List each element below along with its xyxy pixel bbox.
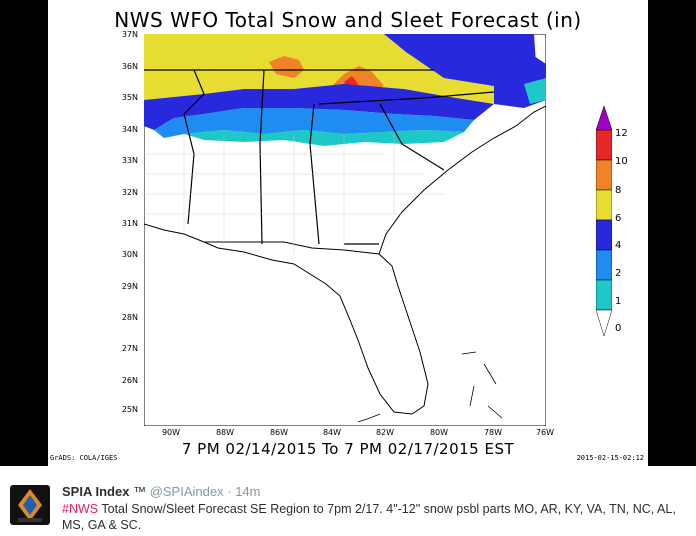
legend-swatch-2 bbox=[596, 249, 612, 281]
lat-label: 37N bbox=[121, 30, 138, 39]
legend-colorbar bbox=[596, 106, 612, 337]
right-black-bar bbox=[648, 0, 696, 466]
lon-label: 76W bbox=[535, 428, 555, 437]
tweet-body-text: Total Snow/Sleet Forecast SE Region to 7… bbox=[62, 502, 676, 532]
lat-label: 29N bbox=[121, 282, 138, 291]
snow-band-red bbox=[344, 76, 358, 92]
east-coastline bbox=[378, 105, 546, 255]
lat-label: 28N bbox=[121, 313, 138, 322]
lat-label: 33N bbox=[121, 156, 138, 165]
legend-swatch-8 bbox=[596, 159, 612, 191]
lon-label: 80W bbox=[429, 428, 449, 437]
legend-swatch-12 bbox=[596, 106, 612, 131]
map-timestamp: 2015-02-15-02:12 bbox=[576, 454, 644, 462]
snow-band-cyan-coast bbox=[524, 78, 546, 104]
lat-label: 27N bbox=[121, 344, 138, 353]
legend-swatch-4 bbox=[596, 219, 612, 251]
avatar[interactable] bbox=[10, 485, 50, 525]
legend-swatch-0 bbox=[596, 309, 612, 337]
tweet[interactable] bbox=[0, 466, 696, 536]
bahamas-islands bbox=[461, 351, 503, 419]
tweet-time[interactable]: 14m bbox=[235, 484, 261, 499]
legend-label: 4 bbox=[615, 240, 622, 251]
lat-label: 30N bbox=[121, 250, 138, 259]
legend-swatch-6 bbox=[596, 189, 612, 221]
county-grid bbox=[144, 134, 444, 254]
state-borders bbox=[144, 69, 495, 245]
legend-label: 12 bbox=[615, 128, 628, 139]
legend-swatch-1 bbox=[596, 279, 612, 311]
snow-map-graphic bbox=[144, 34, 546, 426]
grads-credit: GrADS: COLA/IGES bbox=[50, 454, 118, 462]
legend-label: 0 bbox=[615, 323, 622, 334]
lat-label: 36N bbox=[121, 62, 138, 71]
lat-label: 25N bbox=[121, 405, 138, 414]
legend-label: 1 bbox=[615, 296, 622, 307]
snow-band-orange-2 bbox=[269, 56, 304, 78]
tweet-text: #NWS Total Snow/Sleet Forecast SE Region… bbox=[62, 501, 688, 533]
lat-label: 35N bbox=[121, 93, 138, 102]
left-black-bar bbox=[0, 0, 48, 466]
tweet-author-name[interactable]: SPIA Index bbox=[62, 484, 130, 499]
legend-swatch-10 bbox=[596, 129, 612, 161]
tweet-author-handle[interactable]: @SPIAindex bbox=[149, 484, 224, 499]
spia-logo-icon bbox=[18, 489, 42, 522]
lon-label: 84W bbox=[322, 428, 342, 437]
tweet-header: SPIA Index ™ @SPIAindex · 14m bbox=[62, 484, 260, 499]
legend-label: 10 bbox=[615, 156, 628, 167]
tweet-separator: · bbox=[227, 484, 232, 499]
lon-label: 88W bbox=[215, 428, 235, 437]
lon-label: 90W bbox=[161, 428, 181, 437]
map-valid-period: 7 PM 02/14/2015 To 7 PM 02/17/2015 EST bbox=[181, 440, 515, 458]
legend-label: 8 bbox=[615, 185, 622, 196]
legend-label: 2 bbox=[615, 268, 622, 279]
lat-label: 32N bbox=[121, 188, 138, 197]
lon-label: 86W bbox=[269, 428, 289, 437]
lat-label: 26N bbox=[121, 376, 138, 385]
tweet-hashtag[interactable]: #NWS bbox=[62, 502, 99, 516]
lat-label: 34N bbox=[121, 125, 138, 134]
tweet-author-tm: ™ bbox=[133, 484, 147, 499]
gulf-coastline bbox=[144, 223, 205, 243]
lon-label: 82W bbox=[375, 428, 395, 437]
legend-label: 6 bbox=[615, 213, 622, 224]
snow-band-blue-mid bbox=[144, 84, 494, 130]
lon-label: 78W bbox=[483, 428, 503, 437]
lat-label: 31N bbox=[121, 219, 138, 228]
map-title: NWS WFO Total Snow and Sleet Forecast (i… bbox=[114, 8, 582, 32]
forecast-map-image[interactable]: NWS WFO Total Snow and Sleet Forecast (i… bbox=[48, 0, 648, 466]
florida-keys bbox=[357, 413, 381, 423]
